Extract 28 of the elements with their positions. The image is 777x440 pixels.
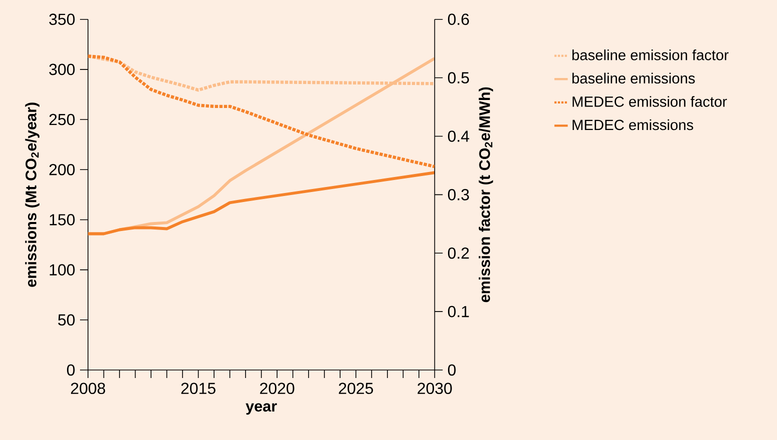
y2-tick-label: 0.6 xyxy=(448,14,469,25)
y-tick-label: 0 xyxy=(67,364,75,376)
x-tick-label: 2025 xyxy=(338,382,373,394)
x-tick-label: 2015 xyxy=(181,382,216,394)
y2-tick-label: 0.1 xyxy=(448,306,469,318)
y-tick-label: 350 xyxy=(49,14,75,25)
legend-label: MEDEC emission factor xyxy=(572,96,727,107)
y2-tick-label: 0.3 xyxy=(448,189,469,200)
y-tick-label: 250 xyxy=(49,114,75,126)
x-tick-label: 2020 xyxy=(260,382,294,394)
y2-tick-label: 0.5 xyxy=(448,72,469,84)
x-tick-label: 2030 xyxy=(418,382,452,394)
legend-label: baseline emission factor xyxy=(572,49,729,60)
x-tick-label: 2008 xyxy=(71,382,106,394)
legend-label: MEDEC emissions xyxy=(572,119,694,130)
y2-tick-label: 0.4 xyxy=(448,130,470,142)
line-series xyxy=(88,171,435,236)
legend-label: baseline emissions xyxy=(572,72,695,84)
x-axis-title: year xyxy=(246,403,277,415)
y2-tick-label: 0.2 xyxy=(448,247,469,259)
y-tick-label: 50 xyxy=(58,314,75,326)
y-axis-title: emissions (Mt CO$_{2}$e/year) xyxy=(25,102,40,287)
y-tick-label: 150 xyxy=(50,214,75,226)
y2-axis-title: emission factor (t CO$_{2}$e/MWh) xyxy=(478,87,494,302)
y-tick-label: 200 xyxy=(49,164,75,176)
y2-tick-label: 0 xyxy=(448,364,456,376)
y-tick-label: 100 xyxy=(50,264,75,276)
y-tick-label: 300 xyxy=(49,64,75,76)
